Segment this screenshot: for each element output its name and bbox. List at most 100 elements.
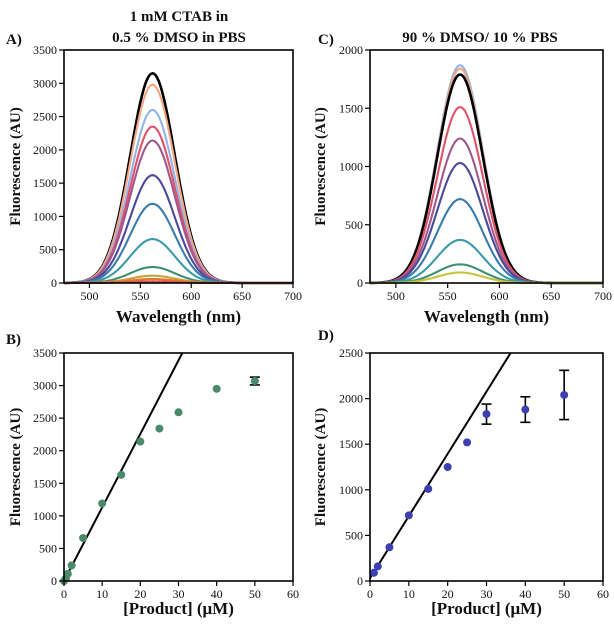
panel-a-x-tick-label-1: 550 — [131, 289, 149, 303]
panel-d-point-1 — [373, 562, 382, 571]
panel-d-point-9 — [560, 390, 569, 399]
panel-b-x-axis-title: [Product] (μM) — [123, 599, 234, 618]
panel-b-point-5 — [98, 499, 107, 508]
panel-b-x-tick-label-6: 60 — [287, 587, 299, 601]
panel-b-x-tick-label-3: 30 — [173, 587, 185, 601]
panel-b-y-tick-label-0: 0 — [51, 574, 57, 588]
panel-d-x-tick-label-5: 50 — [558, 587, 570, 601]
panel-a-x-tick-label-3: 650 — [233, 289, 251, 303]
panel-c-y-tick-label-4: 2000 — [339, 43, 363, 57]
panel-d-x-axis-title: [Product] (μM) — [431, 599, 542, 618]
panel-d-label: D) — [318, 328, 334, 344]
panel-d-point-4 — [424, 484, 433, 493]
panel-d-x-tick-label-2: 20 — [442, 587, 454, 601]
panel-b-label: B) — [6, 332, 21, 348]
panel-b-point-8 — [155, 424, 164, 433]
panel-d-point-0 — [369, 568, 378, 577]
panel-d-x-tick-label-3: 30 — [481, 587, 493, 601]
panel-d-y-tick-label-5: 2500 — [339, 346, 363, 360]
panel-d-y-axis-title: Fluorescence (AU) — [313, 408, 329, 526]
panel-a-y-tick-label-1: 500 — [39, 243, 57, 257]
panel-b-x-tick-label-5: 50 — [249, 587, 261, 601]
panel-c-y-tick-label-2: 1000 — [339, 160, 363, 174]
panel-a-y-tick-label-3: 1500 — [33, 176, 57, 190]
panel-c-x-tick-label-3: 650 — [542, 289, 560, 303]
panel-a-x-tick-label-2: 600 — [182, 289, 200, 303]
panel-b-x-tick-label-0: 0 — [61, 587, 67, 601]
panel-d-frame — [369, 352, 604, 582]
panel-b-point-9 — [174, 408, 183, 417]
panel-d-y-tick-label-3: 1500 — [339, 437, 363, 451]
panel-b-y-tick-label-2: 1000 — [33, 509, 57, 523]
panel-b-y-tick-label-4: 2000 — [33, 444, 57, 458]
panel-b-point-4 — [79, 534, 88, 543]
panel-a-x-tick-label-0: 500 — [80, 289, 98, 303]
panel-d-x-tick-label-4: 40 — [519, 587, 531, 601]
panel-b-frame — [63, 352, 294, 582]
panel-b-point-3 — [67, 561, 76, 570]
panel-d-y-tick-label-1: 500 — [345, 528, 363, 542]
panel-c-series-3 — [370, 106, 603, 285]
panel-a-series-2 — [64, 108, 293, 285]
panel-b-calibration: 0 10 20 30 40 50 60 0 500 1000 1500 2000 2500 3000 350… — [8, 346, 299, 618]
panel-d-point-5 — [443, 463, 452, 471]
panel-b-point-11 — [250, 377, 259, 386]
panel-d-y-tick-label-4: 2000 — [339, 392, 363, 406]
panel-a-x-axis-title: Wavelength (nm) — [116, 307, 241, 326]
panel-a-y-tick-label-5: 2500 — [33, 110, 57, 124]
panel-b-y-tick-label-6: 3000 — [33, 379, 57, 393]
panel-b-point-7 — [136, 437, 145, 446]
panel-c-x-tick-label-0: 500 — [387, 289, 405, 303]
panel-a-y-tick-label-7: 3500 — [33, 43, 57, 57]
panel-b-x-tick-label-4: 40 — [211, 587, 223, 601]
panel-d-fit-line — [369, 352, 512, 579]
panel-c-x-axis-title: Wavelength (nm) — [424, 307, 549, 326]
panel-d-point-8 — [521, 405, 530, 414]
panel-a-y-tick-label-4: 2000 — [33, 143, 57, 157]
panel-c-title: 90 % DMSO/ 10 % PBS — [402, 30, 557, 46]
panel-d-point-6 — [463, 438, 472, 447]
panel-b-point-10 — [212, 384, 221, 393]
panel-c-series-2 — [370, 73, 603, 285]
panel-d-point-7 — [482, 410, 491, 419]
panel-b-y-axis-title: Fluorescence (AU) — [8, 408, 24, 526]
panel-a-spectra: 500 550 600 650 700 0 500 1000 1500 2000 2500 3000 3… — [8, 43, 302, 326]
panel-a-series-1 — [64, 83, 293, 285]
panel-b-y-tick-label-1: 500 — [39, 541, 57, 555]
panel-c-x-tick-label-4: 700 — [594, 289, 612, 303]
panel-c-x-tick-label-2: 600 — [490, 289, 508, 303]
panel-c-label: C) — [318, 32, 334, 48]
panel-a-y-tick-label-6: 3000 — [33, 76, 57, 90]
panel-b-x-tick-label-2: 20 — [134, 587, 146, 601]
panel-d-point-2 — [385, 543, 394, 552]
panel-a-y-tick-label-0: 0 — [51, 276, 57, 290]
panel-a-title-line1: 1 mM CTAB in — [130, 9, 229, 25]
panel-c-y-tick-label-0: 0 — [357, 276, 363, 290]
panel-d-x-tick-label-0: 0 — [367, 587, 373, 601]
panel-a-title-line2: 0.5 % DMSO in PBS — [112, 30, 246, 46]
panel-c-y-axis-title: Fluorescence (AU) — [313, 107, 329, 225]
panel-a-frame — [63, 49, 294, 284]
panel-c-y-tick-label-1: 500 — [345, 218, 363, 232]
panel-a-y-tick-label-2: 1000 — [33, 209, 57, 223]
panel-d-calibration: 0 10 20 30 40 50 60 0 500 1000 1500 2000 2500 [Produc… — [313, 346, 609, 618]
panel-c-y-tick-label-3: 1500 — [339, 101, 363, 115]
panel-b-point-2 — [63, 569, 72, 578]
panel-d-y-tick-label-0: 0 — [357, 574, 363, 588]
panel-b-x-tick-label-1: 10 — [96, 587, 108, 601]
panel-d-x-tick-label-6: 60 — [597, 587, 609, 601]
panel-b-y-tick-label-7: 3500 — [33, 346, 57, 360]
panel-a-x-tick-label-4: 700 — [284, 289, 302, 303]
panel-b-y-tick-label-3: 1500 — [33, 476, 57, 490]
panel-a-label: A) — [6, 32, 22, 48]
panel-b-fit-line — [63, 352, 184, 582]
panel-b-point-6 — [117, 470, 126, 479]
panel-a-y-axis-title: Fluorescence (AU) — [8, 107, 24, 225]
panel-d-y-tick-label-2: 1000 — [339, 483, 363, 497]
panel-b-y-tick-label-5: 2500 — [33, 411, 57, 425]
panel-c-spectra: 500 550 600 650 700 0 500 1000 1500 2000 Wavelengt… — [313, 43, 612, 326]
panel-c-x-tick-label-1: 550 — [439, 289, 457, 303]
panel-d-point-3 — [404, 511, 413, 520]
panel-d-x-tick-label-1: 10 — [403, 587, 415, 601]
